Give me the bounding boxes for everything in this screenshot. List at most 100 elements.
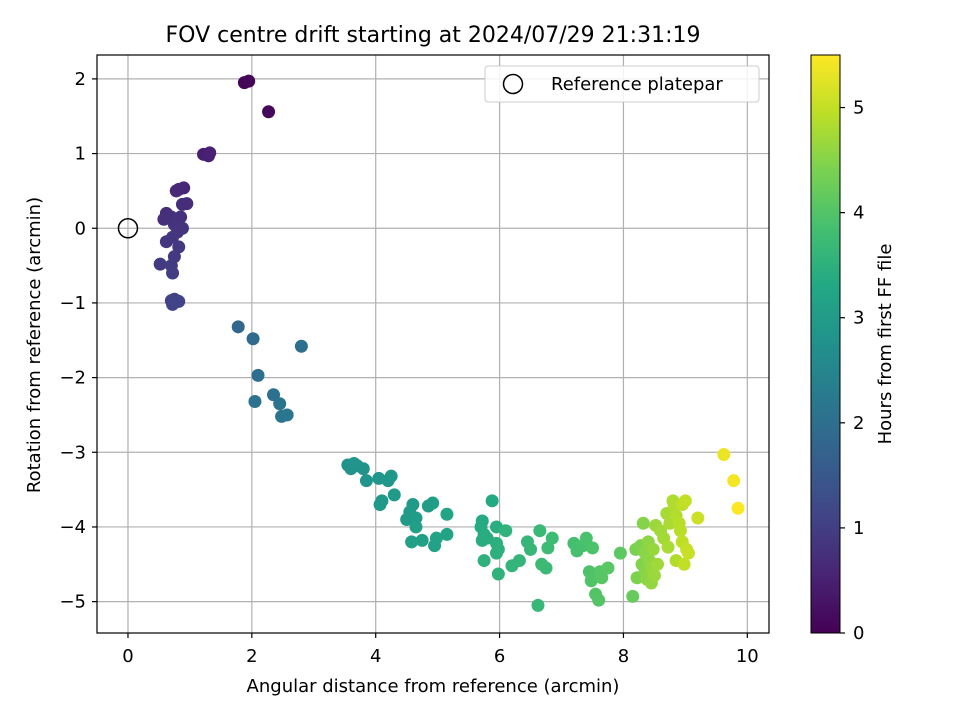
data-points — [153, 74, 745, 612]
x-tick-label: 2 — [246, 646, 257, 667]
data-point — [491, 567, 505, 581]
data-point — [248, 395, 262, 409]
y-tick-label: −1 — [59, 293, 86, 314]
data-point — [477, 554, 491, 568]
data-point — [166, 297, 180, 311]
x-tick-label: 6 — [494, 646, 505, 667]
colorbar-tick-label: 3 — [853, 308, 864, 329]
data-point — [646, 542, 660, 556]
x-axis-label: Angular distance from reference (arcmin) — [247, 676, 620, 697]
data-point — [673, 524, 687, 538]
legend: Reference platepar — [484, 65, 760, 103]
data-point — [681, 546, 695, 560]
data-point — [415, 533, 429, 547]
data-point — [172, 240, 186, 254]
data-point — [626, 589, 640, 603]
colorbar-tick-label: 0 — [853, 623, 864, 644]
data-point — [246, 332, 260, 346]
data-point — [661, 540, 675, 554]
data-point — [545, 531, 559, 545]
y-tick-label: −3 — [59, 442, 86, 463]
data-point — [242, 74, 256, 88]
data-point — [601, 561, 615, 575]
colorbar-label: Hours from first FF file — [875, 244, 896, 445]
y-tick-label: −4 — [59, 517, 86, 538]
data-point — [373, 498, 387, 512]
data-point — [440, 507, 454, 521]
data-point — [731, 501, 745, 515]
data-point — [169, 184, 183, 198]
data-point — [636, 516, 650, 530]
data-point — [584, 574, 598, 588]
data-point — [153, 257, 167, 271]
reference-platepar-marker — [117, 218, 139, 239]
data-point — [677, 557, 691, 571]
data-point — [613, 546, 627, 560]
colorbar: 0 1 2 3 4 5 Hours from first FF file — [810, 54, 896, 644]
data-point — [166, 266, 180, 280]
colorbar-tick-label: 2 — [853, 413, 864, 434]
data-point — [585, 541, 599, 555]
y-tick-label: 2 — [75, 69, 86, 90]
data-point — [489, 546, 503, 560]
data-point — [294, 339, 308, 353]
data-point — [426, 496, 440, 510]
data-point — [347, 456, 361, 470]
data-point — [409, 511, 423, 525]
data-point — [273, 397, 287, 411]
x-tick-label: 0 — [122, 646, 133, 667]
colorbar-tick-label: 5 — [853, 98, 864, 119]
data-point — [541, 541, 555, 555]
data-point — [717, 448, 731, 462]
x-tick-label: 4 — [370, 646, 381, 667]
data-point — [524, 542, 538, 556]
data-point — [499, 524, 513, 538]
data-point — [387, 488, 401, 502]
x-tick-label: 10 — [736, 646, 759, 667]
data-point — [512, 554, 526, 568]
data-point — [678, 494, 692, 508]
colorbar-tick-label: 1 — [853, 518, 864, 539]
data-point — [440, 527, 454, 541]
data-point — [429, 531, 443, 545]
data-point — [539, 561, 553, 575]
data-point — [647, 568, 661, 582]
x-tick-label: 8 — [618, 646, 629, 667]
data-point — [231, 320, 245, 334]
y-tick-label: 1 — [75, 144, 86, 165]
data-point — [405, 535, 419, 549]
data-point — [409, 520, 423, 534]
colorbar-ticks: 0 1 2 3 4 5 — [840, 98, 864, 644]
legend-marker-reference — [502, 73, 524, 95]
data-point — [727, 474, 741, 488]
data-point — [595, 571, 609, 585]
colorbar-gradient — [810, 54, 841, 634]
data-point — [579, 531, 593, 545]
colorbar-tick-label: 4 — [853, 203, 864, 224]
data-point — [531, 598, 545, 612]
x-axis-ticks: 0 2 4 6 8 10 — [122, 633, 759, 667]
legend-label: Reference platepar — [551, 74, 723, 95]
data-point — [262, 105, 276, 119]
data-point — [485, 494, 499, 508]
data-point — [691, 511, 705, 525]
data-point — [166, 230, 180, 244]
chart-title: FOV centre drift starting at 2024/07/29 … — [166, 23, 701, 48]
y-axis-label: Rotation from reference (arcmin) — [24, 197, 45, 493]
data-point — [203, 146, 217, 160]
data-point — [384, 469, 398, 483]
y-tick-label: 0 — [75, 218, 86, 239]
y-axis-ticks: 2 1 0 −1 −2 −3 −4 −5 — [59, 69, 97, 613]
legend-box — [484, 65, 760, 103]
data-point — [533, 524, 547, 538]
data-point — [651, 557, 665, 571]
data-point — [592, 593, 606, 607]
y-tick-label: −2 — [59, 368, 86, 389]
data-point — [359, 474, 373, 488]
plot-frame — [96, 54, 770, 634]
data-point — [175, 197, 189, 211]
y-tick-label: −5 — [59, 592, 86, 613]
data-point — [280, 408, 294, 422]
data-point — [251, 368, 265, 382]
